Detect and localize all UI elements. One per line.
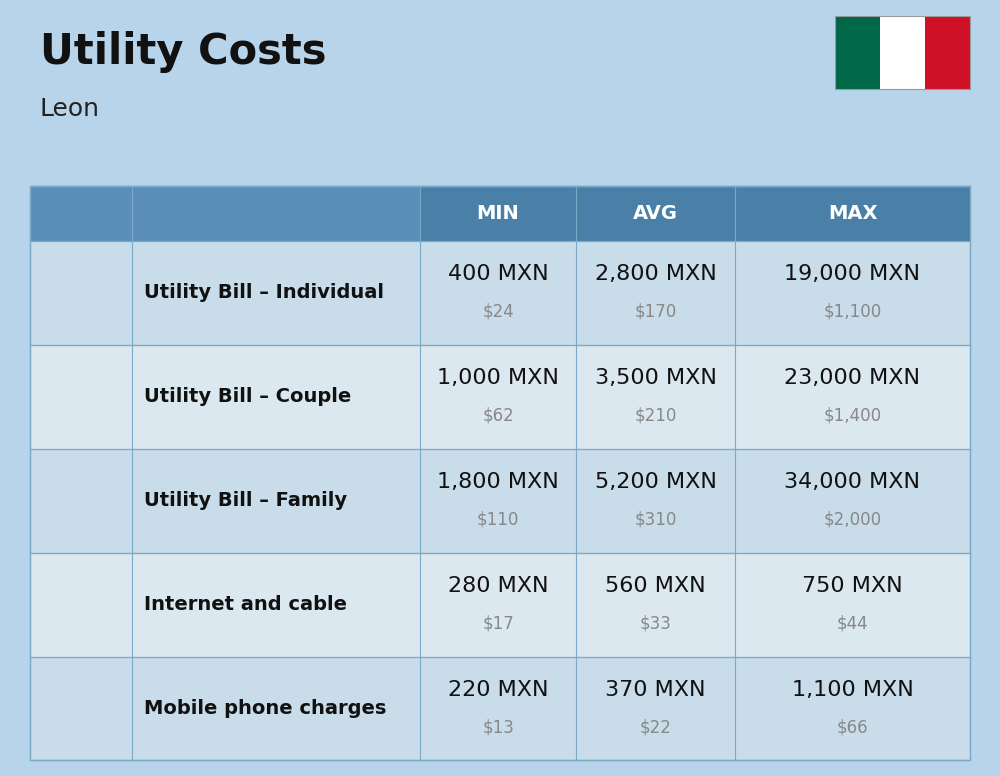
Text: $17: $17 xyxy=(482,615,514,632)
Text: 220 MXN: 220 MXN xyxy=(448,680,548,700)
Text: 280 MXN: 280 MXN xyxy=(448,576,548,596)
Text: 1,000 MXN: 1,000 MXN xyxy=(437,368,559,388)
Bar xyxy=(30,345,970,449)
Bar xyxy=(420,186,576,241)
Bar xyxy=(30,241,970,345)
Bar xyxy=(30,449,970,553)
Text: $62: $62 xyxy=(482,407,514,424)
Text: 1,100 MXN: 1,100 MXN xyxy=(792,680,913,700)
Text: $1,400: $1,400 xyxy=(823,407,882,424)
Bar xyxy=(30,345,970,449)
Text: 400 MXN: 400 MXN xyxy=(448,264,548,284)
Text: Mobile phone charges: Mobile phone charges xyxy=(144,699,386,718)
Bar xyxy=(925,16,970,89)
Text: 23,000 MXN: 23,000 MXN xyxy=(784,368,920,388)
Text: Utility Costs: Utility Costs xyxy=(40,31,326,73)
Text: $22: $22 xyxy=(640,719,672,736)
Bar xyxy=(735,186,970,241)
Text: $13: $13 xyxy=(482,719,514,736)
Text: 1,800 MXN: 1,800 MXN xyxy=(437,472,559,492)
Text: $170: $170 xyxy=(634,303,677,320)
Text: $310: $310 xyxy=(634,511,677,528)
Text: Utility Bill – Individual: Utility Bill – Individual xyxy=(144,283,384,303)
Text: 5,200 MXN: 5,200 MXN xyxy=(595,472,717,492)
Text: Utility Bill – Couple: Utility Bill – Couple xyxy=(144,387,351,406)
Bar xyxy=(30,186,970,760)
Text: Leon: Leon xyxy=(40,97,100,121)
Bar xyxy=(30,553,970,656)
Text: $210: $210 xyxy=(634,407,677,424)
Text: $2,000: $2,000 xyxy=(823,511,882,528)
Text: $1,100: $1,100 xyxy=(823,303,882,320)
Text: Internet and cable: Internet and cable xyxy=(144,595,347,614)
Text: 560 MXN: 560 MXN xyxy=(605,576,706,596)
Text: $24: $24 xyxy=(482,303,514,320)
Text: $33: $33 xyxy=(640,615,672,632)
Bar xyxy=(30,241,970,345)
Text: $110: $110 xyxy=(477,511,519,528)
Text: 370 MXN: 370 MXN xyxy=(605,680,706,700)
Text: 2,800 MXN: 2,800 MXN xyxy=(595,264,716,284)
Text: $44: $44 xyxy=(837,615,868,632)
Text: Utility Bill – Family: Utility Bill – Family xyxy=(144,491,347,510)
Text: 750 MXN: 750 MXN xyxy=(802,576,903,596)
Bar xyxy=(30,656,970,760)
Text: 19,000 MXN: 19,000 MXN xyxy=(784,264,920,284)
Text: 34,000 MXN: 34,000 MXN xyxy=(784,472,920,492)
Text: MAX: MAX xyxy=(828,204,877,223)
Text: $66: $66 xyxy=(837,719,868,736)
Text: MIN: MIN xyxy=(477,204,519,223)
Bar xyxy=(30,449,970,553)
Bar xyxy=(880,16,925,89)
Bar xyxy=(835,16,880,89)
Bar xyxy=(30,186,970,241)
Bar xyxy=(30,553,970,656)
Text: AVG: AVG xyxy=(633,204,678,223)
Bar xyxy=(835,16,970,89)
Text: 3,500 MXN: 3,500 MXN xyxy=(595,368,717,388)
Bar xyxy=(30,656,970,760)
Bar xyxy=(30,186,970,241)
Bar xyxy=(576,186,735,241)
